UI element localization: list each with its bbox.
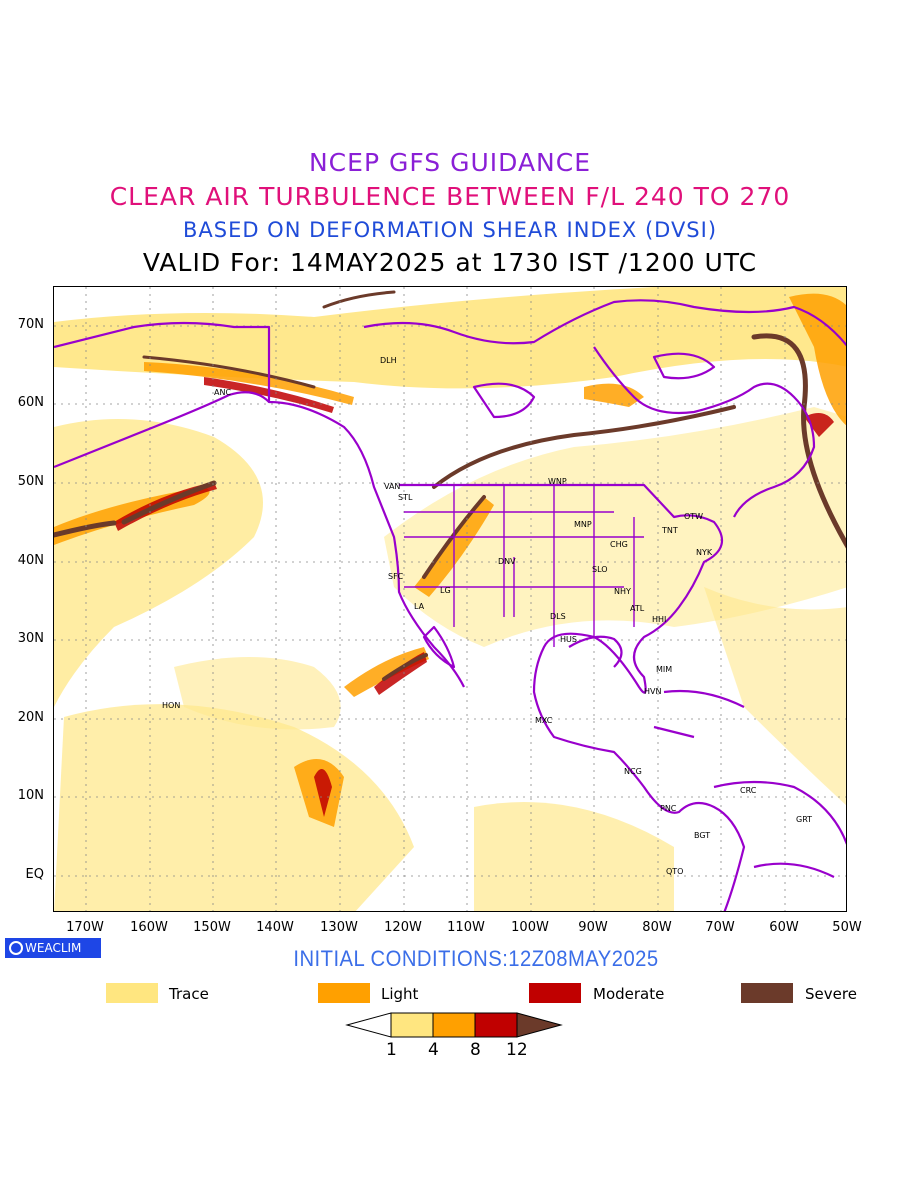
legend-swatch-severe <box>741 983 793 1003</box>
city-label: TNT <box>661 526 678 535</box>
lon-label-80w: 80W <box>642 920 672 935</box>
lon-label-150w: 150W <box>193 920 231 935</box>
city-label: LA <box>414 602 425 611</box>
legend-label-moderate: Moderate <box>593 985 665 1003</box>
lat-label-eq: EQ <box>25 867 44 882</box>
city-label: MIM <box>656 665 672 674</box>
lat-label-20n: 20N <box>17 710 44 725</box>
city-label: ATL <box>630 604 645 613</box>
legend-swatch-moderate <box>529 983 581 1003</box>
lat-label-40n: 40N <box>17 553 44 568</box>
city-labels: ANC DLH VAN STL WNP MNP OTW TNT CHG NYK … <box>162 356 812 876</box>
lon-label-130w: 130W <box>320 920 358 935</box>
title-index: BASED ON DEFORMATION SHEAR INDEX (DVSI) <box>182 218 718 242</box>
city-label: MXC <box>535 716 553 725</box>
city-label: WNP <box>548 477 567 486</box>
lat-label-10n: 10N <box>17 788 44 803</box>
title-guidance: NCEP GFS GUIDANCE <box>308 148 591 177</box>
city-label: DLH <box>380 356 397 365</box>
city-label: HHI <box>652 615 666 624</box>
city-label: LG <box>440 586 451 595</box>
colorbar-label-4: 4 <box>428 1040 439 1060</box>
map-canvas: ANC DLH VAN STL WNP MNP OTW TNT CHG NYK … <box>54 287 846 911</box>
lat-label-70n: 70N <box>17 317 44 332</box>
lon-label-140w: 140W <box>256 920 294 935</box>
colorbar-trace <box>390 1012 434 1038</box>
colorbar-label-1: 1 <box>386 1040 397 1060</box>
city-label: SLO <box>592 565 608 574</box>
city-label: HVN <box>644 687 661 696</box>
colorbar-label-12: 12 <box>506 1040 528 1060</box>
logo-ring-icon <box>9 941 23 955</box>
city-label: NYK <box>696 548 713 557</box>
city-label: PNC <box>660 804 677 813</box>
colorbar-low-arrow <box>345 1012 392 1038</box>
colorbar <box>345 1012 563 1038</box>
colorbar-moderate <box>474 1012 518 1038</box>
logo-text: WEACLIM <box>25 941 82 955</box>
city-label: HON <box>162 701 180 710</box>
initial-conditions: INITIAL CONDITIONS:12Z08MAY2025 <box>293 946 659 971</box>
city-label: CHG <box>610 540 628 549</box>
lon-label-170w: 170W <box>66 920 104 935</box>
city-label: BGT <box>694 831 710 840</box>
city-label: OTW <box>684 512 703 521</box>
lat-label-50n: 50N <box>17 474 44 489</box>
lat-label-60n: 60N <box>17 395 44 410</box>
title-valid-time: VALID For: 14MAY2025 at 1730 IST /1200 U… <box>142 248 758 277</box>
city-label: NHY <box>614 587 631 596</box>
colorbar-light <box>432 1012 476 1038</box>
city-label: CRC <box>740 786 757 795</box>
city-label: GRT <box>796 815 812 824</box>
weaclim-logo: WEACLIM <box>5 938 101 958</box>
legend-label-trace: Trace <box>169 985 209 1003</box>
city-label: QTO <box>666 867 683 876</box>
lat-label-30n: 30N <box>17 631 44 646</box>
city-label: STL <box>398 493 413 502</box>
legend-swatch-trace <box>106 983 158 1003</box>
lon-label-60w: 60W <box>769 920 799 935</box>
title-turbulence: CLEAR AIR TURBULENCE BETWEEN F/L 240 TO … <box>109 182 791 211</box>
legend-label-light: Light <box>381 985 419 1003</box>
city-label: DNV <box>498 557 516 566</box>
colorbar-label-8: 8 <box>470 1040 481 1060</box>
city-label: VAN <box>384 482 400 491</box>
city-label: NCG <box>624 767 642 776</box>
legend-swatch-light <box>318 983 370 1003</box>
lon-label-70w: 70W <box>705 920 735 935</box>
coastlines <box>54 299 846 911</box>
city-label: MNP <box>574 520 592 529</box>
lon-label-50w: 50W <box>832 920 862 935</box>
turbulence-map: ANC DLH VAN STL WNP MNP OTW TNT CHG NYK … <box>53 286 847 912</box>
lon-label-120w: 120W <box>384 920 422 935</box>
city-label: HUS <box>560 635 577 644</box>
lon-label-90w: 90W <box>578 920 608 935</box>
lon-label-160w: 160W <box>130 920 168 935</box>
city-label: SFC <box>388 572 404 581</box>
state-borders <box>404 485 644 647</box>
lon-label-100w: 100W <box>511 920 549 935</box>
legend-label-severe: Severe <box>805 985 857 1003</box>
city-label: DLS <box>550 612 566 621</box>
lon-label-110w: 110W <box>447 920 485 935</box>
trace-areas <box>54 287 846 911</box>
colorbar-severe-arrow <box>516 1012 563 1038</box>
city-label: ANC <box>214 388 231 397</box>
